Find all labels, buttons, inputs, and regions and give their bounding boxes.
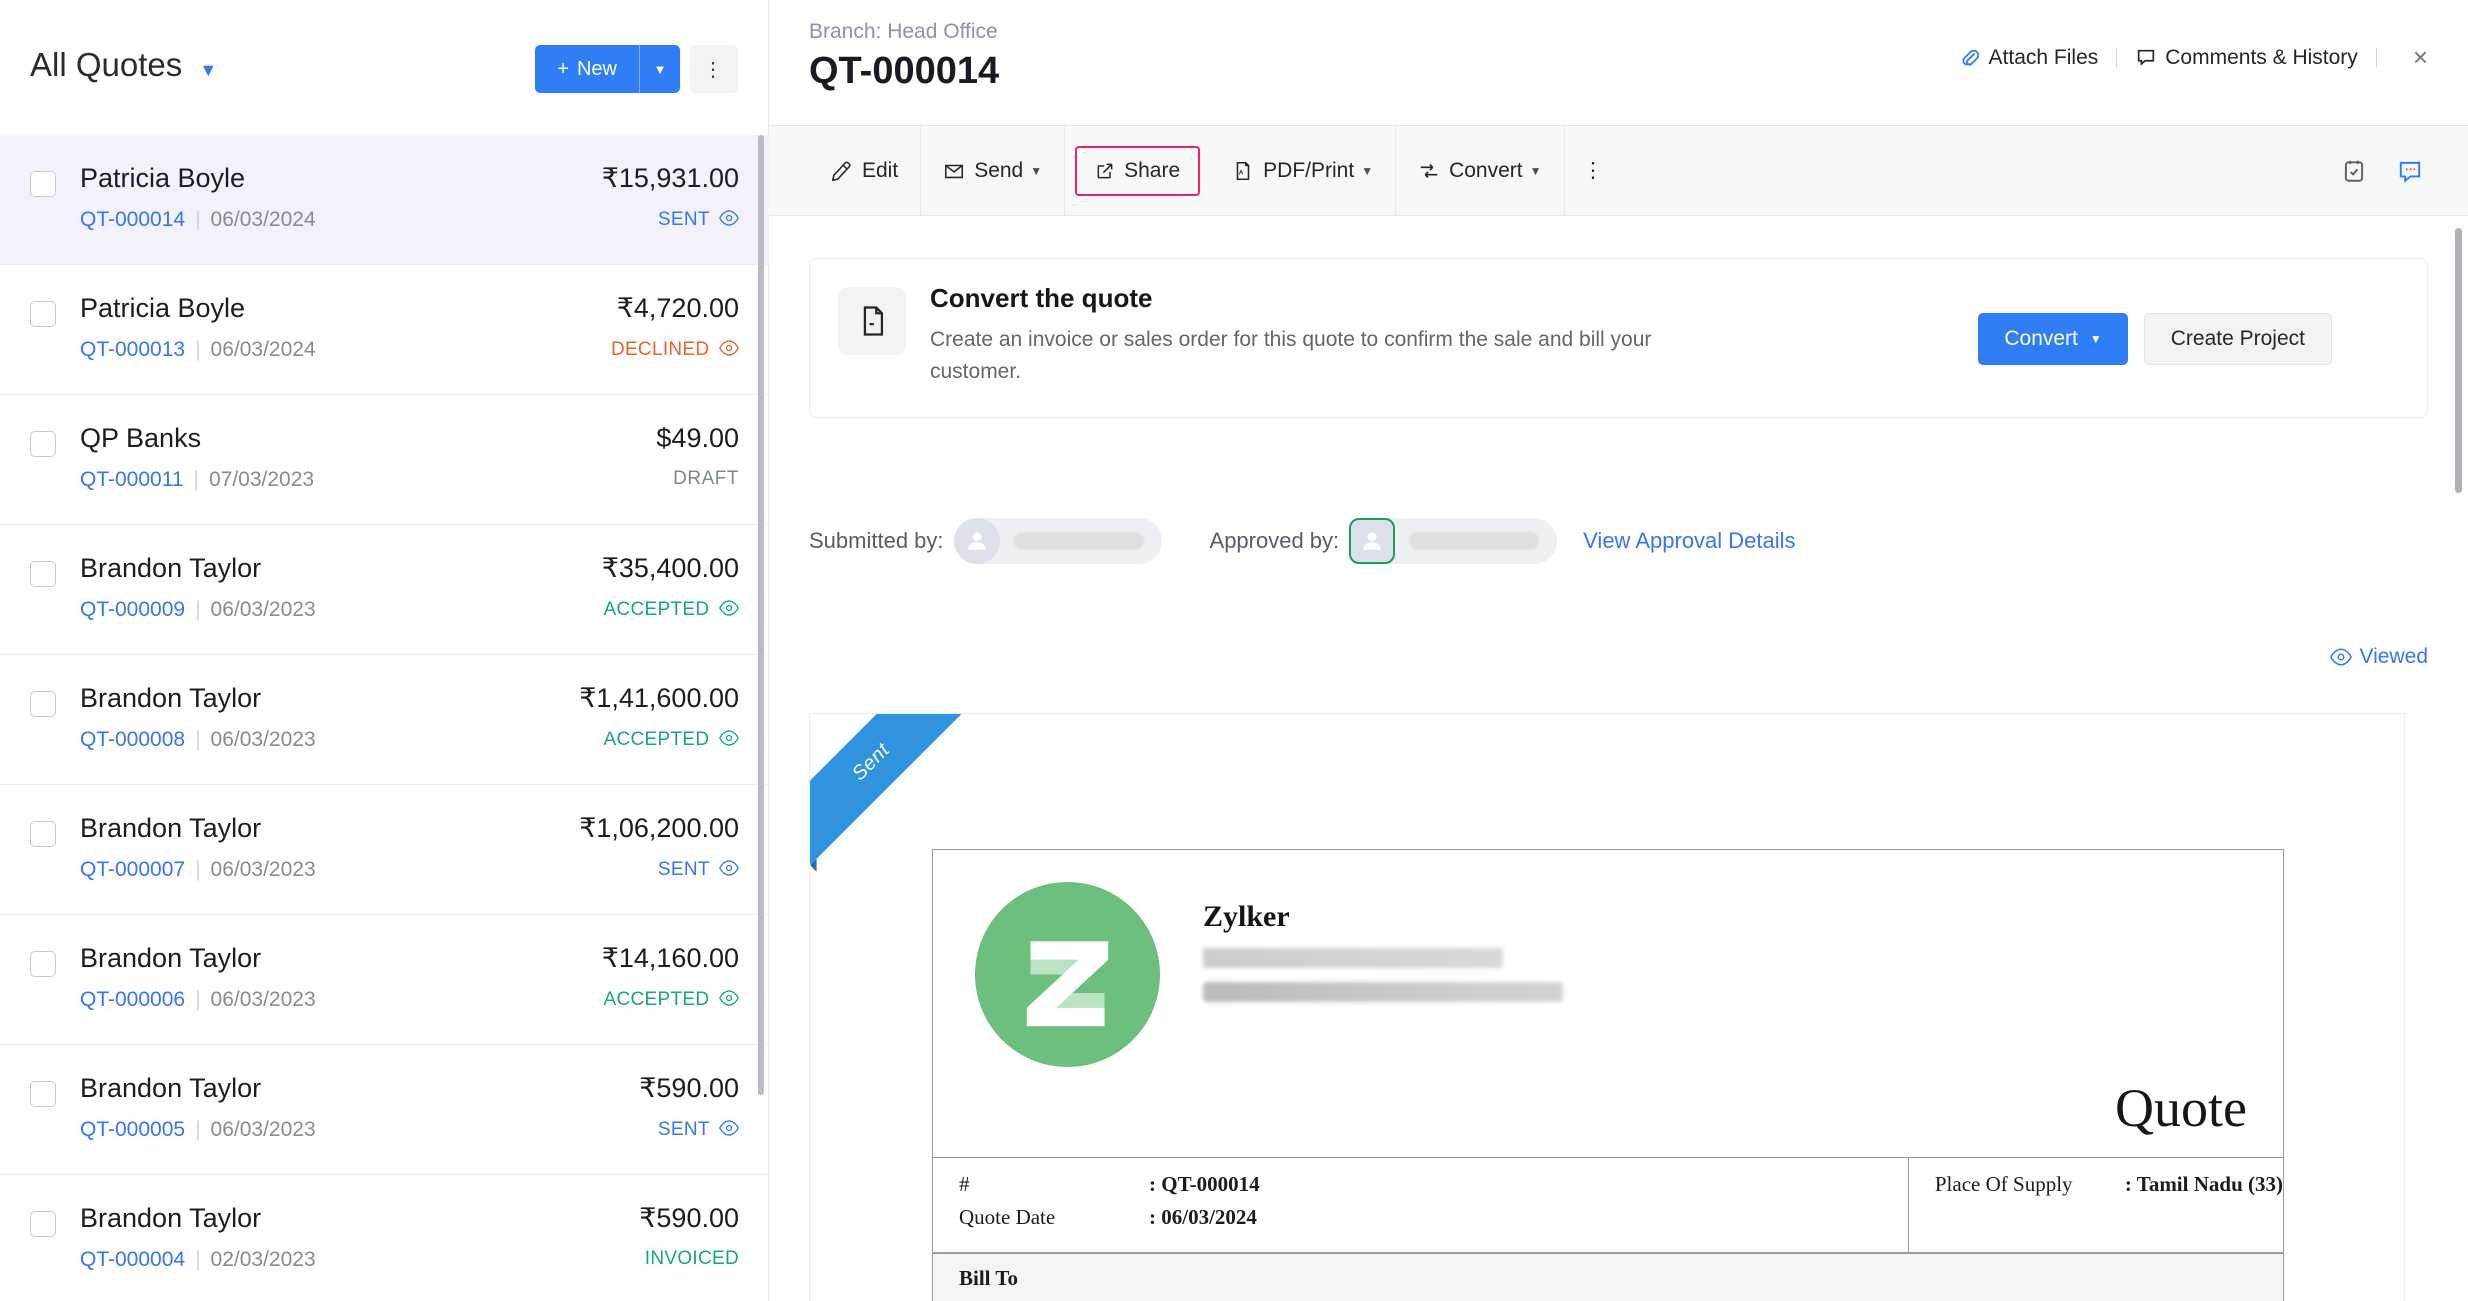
svg-text:A: A — [1239, 169, 1244, 176]
